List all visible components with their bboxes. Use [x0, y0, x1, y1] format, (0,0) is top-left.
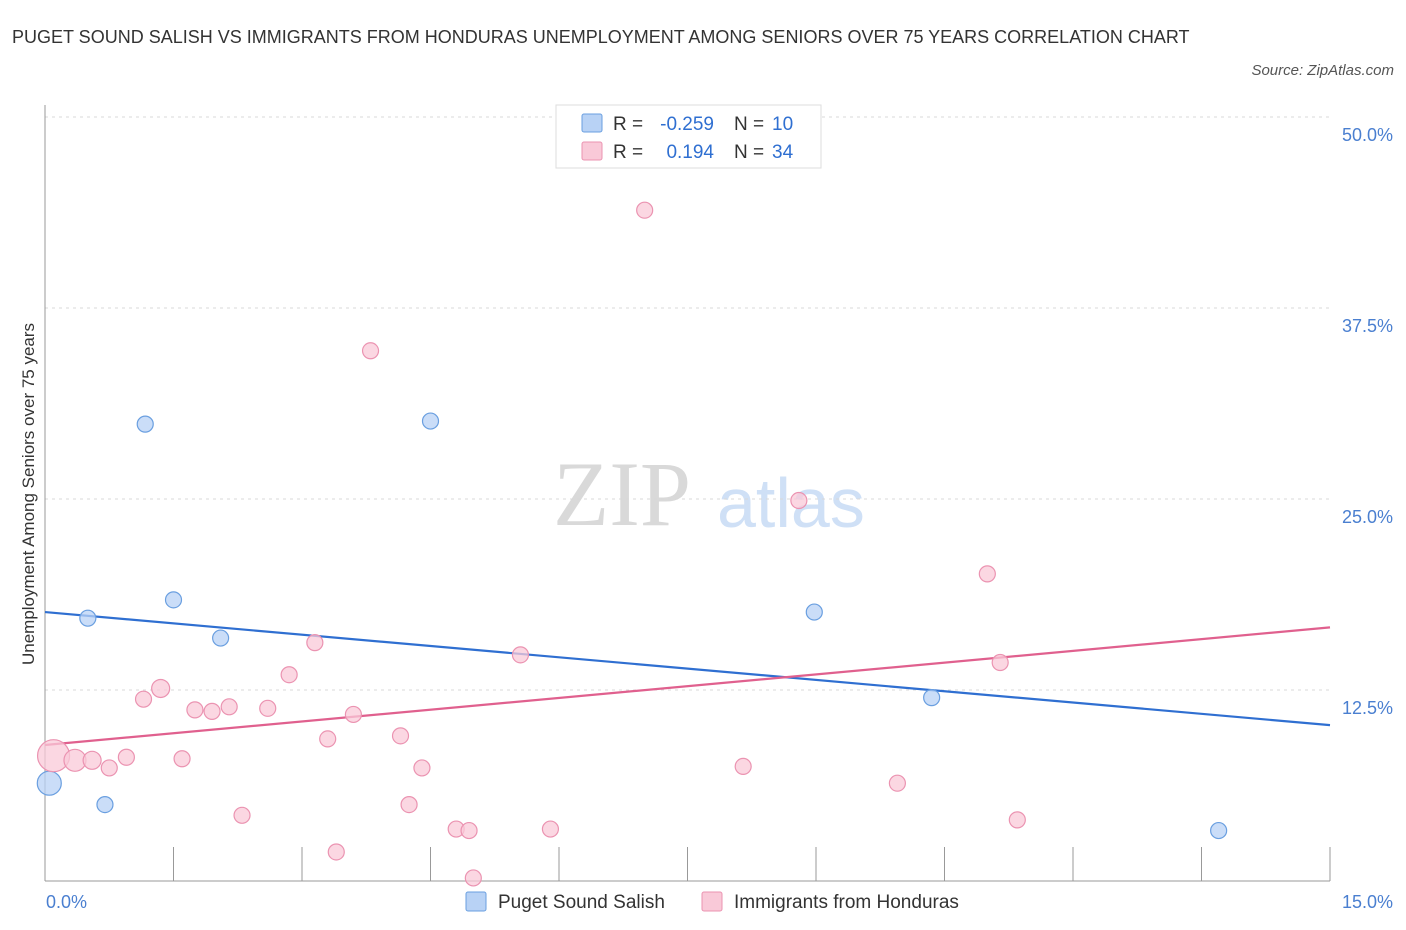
- honduras-point-27: [636, 201, 654, 219]
- legend-r-value-1: -0.259: [660, 114, 714, 135]
- y-tick-label-2: 37.5%: [1342, 316, 1393, 336]
- x-axis-tick-labels: 0.0% 15.0%: [46, 892, 1393, 912]
- legend-r-value-2: 0.194: [666, 142, 714, 163]
- y-tick-label-1: 25.0%: [1342, 507, 1393, 527]
- honduras-point-10: [220, 698, 238, 716]
- salish-point-7: [805, 603, 823, 621]
- honduras-point-3: [100, 759, 118, 777]
- honduras-point-26: [541, 820, 560, 838]
- honduras-point-14: [306, 634, 324, 652]
- salish-point-2: [96, 795, 114, 814]
- salish-point-9: [1210, 821, 1228, 840]
- honduras-point-13: [280, 666, 298, 684]
- honduras-point-2: [82, 750, 102, 770]
- honduras-point-19: [391, 727, 410, 745]
- honduras-trend-line: [44, 626, 1331, 747]
- legend-n-label-2: N =: [734, 142, 764, 163]
- series-legend-swatch-pink: [701, 891, 723, 912]
- y-axis-tick-labels: 12.5% 25.0% 37.5% 50.0%: [1342, 125, 1393, 718]
- data-points: [36, 201, 1228, 887]
- legend-swatch-pink: [581, 141, 603, 161]
- legend-n-label-1: N =: [734, 114, 764, 135]
- honduras-point-32: [991, 653, 1009, 672]
- honduras-point-25: [511, 646, 530, 664]
- legend-r-label-1: R =: [613, 114, 643, 135]
- x-tick-label-0: 0.0%: [46, 892, 87, 912]
- salish-point-4: [164, 591, 183, 609]
- honduras-point-12: [259, 699, 277, 717]
- honduras-point-15: [319, 730, 337, 748]
- salish-point-1: [79, 609, 97, 627]
- watermark-zip: ZIP: [553, 443, 691, 545]
- y-tick-label-3: 50.0%: [1342, 125, 1393, 145]
- honduras-point-24: [464, 869, 482, 887]
- honduras-point-7: [173, 750, 191, 768]
- trend-lines: [44, 610, 1331, 747]
- salish-point-0: [36, 770, 62, 796]
- gridlines: [45, 116, 1330, 691]
- salish-trend-line: [44, 610, 1331, 727]
- legend-r-label-2: R =: [613, 142, 643, 163]
- honduras-point-9: [203, 702, 221, 720]
- series-legend-swatch-blue: [465, 891, 487, 912]
- series-legend: Puget Sound Salish Immigrants from Hondu…: [465, 891, 959, 913]
- honduras-point-31: [978, 565, 996, 583]
- legend-n-value-2: 34: [772, 142, 794, 163]
- honduras-point-4: [117, 748, 135, 766]
- honduras-point-30: [888, 774, 906, 792]
- honduras-point-28: [734, 757, 752, 776]
- salish-point-6: [421, 412, 440, 430]
- honduras-point-11: [233, 806, 251, 824]
- chart-title: PUGET SOUND SALISH VS IMMIGRANTS FROM HO…: [12, 27, 1190, 47]
- legend-swatch-blue: [581, 113, 603, 133]
- series-legend-label-blue: Puget Sound Salish: [498, 892, 665, 913]
- honduras-point-20: [400, 795, 418, 814]
- honduras-point-6: [151, 678, 171, 699]
- x-tick-label-1: 15.0%: [1342, 892, 1393, 912]
- honduras-point-23: [460, 821, 478, 840]
- source-credit: Source: ZipAtlas.com: [1251, 62, 1394, 79]
- honduras-point-17: [344, 705, 362, 724]
- legend-n-value-1: 10: [772, 114, 793, 135]
- y-axis-title: Unemployment Among Seniors over 75 years: [19, 323, 38, 665]
- y-tick-label-0: 12.5%: [1342, 698, 1393, 718]
- honduras-point-33: [1008, 811, 1026, 829]
- x-axis-ticks: [44, 847, 1331, 881]
- honduras-point-5: [134, 690, 153, 708]
- honduras-point-8: [186, 701, 204, 719]
- series-legend-label-pink: Immigrants from Honduras: [734, 892, 959, 913]
- salish-point-8: [923, 689, 941, 707]
- salish-point-3: [136, 415, 154, 433]
- honduras-point-16: [327, 843, 345, 861]
- honduras-point-18: [361, 342, 380, 360]
- correlation-legend: R = -0.259 N = 10 R = 0.194 N = 34: [555, 104, 822, 169]
- salish-point-5: [212, 629, 230, 647]
- honduras-point-29: [790, 491, 808, 510]
- honduras-point-21: [413, 759, 431, 777]
